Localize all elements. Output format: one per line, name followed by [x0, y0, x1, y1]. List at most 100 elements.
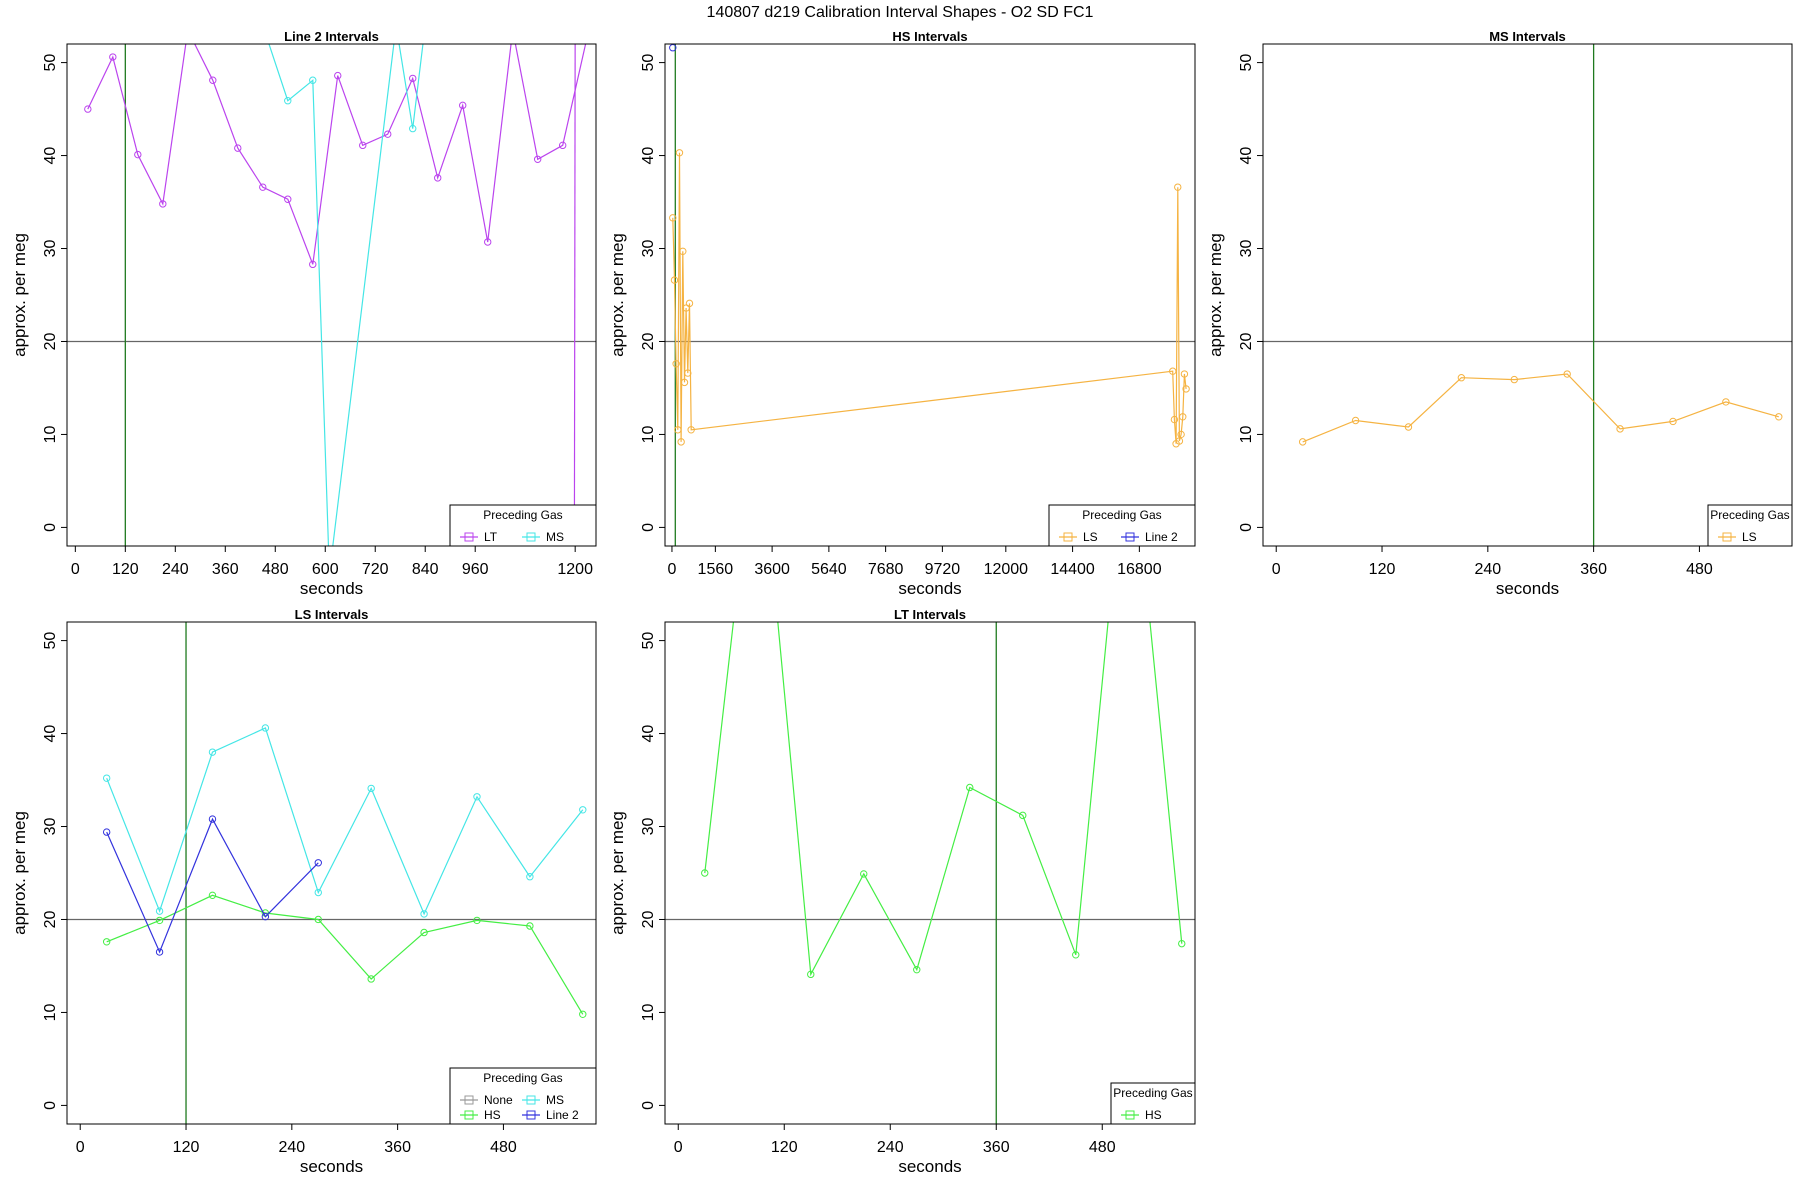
x-tick-label: 480	[1686, 561, 1713, 578]
x-tick-label: 480	[1089, 1139, 1116, 1156]
y-tick-label: 0	[42, 523, 59, 532]
x-tick-label: 7680	[868, 561, 904, 578]
x-tick-label: 1560	[698, 561, 734, 578]
point-ls	[1180, 370, 1189, 378]
point-ls	[677, 438, 685, 446]
x-tick-label: 600	[312, 561, 339, 578]
point-ls	[1669, 417, 1677, 426]
x-tick-label: 480	[262, 561, 289, 578]
point-hs	[807, 970, 815, 979]
x-axis-label: seconds	[898, 579, 961, 598]
x-tick-label: 720	[362, 561, 389, 578]
legend-swatch-marker	[464, 1095, 474, 1105]
legend: Preceding Gas LS	[1707, 504, 1793, 547]
legend-swatch-marker	[1125, 532, 1135, 542]
x-tick-label: 360	[212, 561, 239, 578]
x-tick-label: 960	[462, 561, 489, 578]
point-ms	[473, 793, 481, 801]
legend: Preceding Gas HS	[1110, 1082, 1196, 1125]
point-hs	[367, 975, 375, 983]
point-ls	[1563, 370, 1571, 378]
series-line-hs	[106, 894, 584, 1015]
x-axis-label: seconds	[300, 579, 363, 598]
y-tick-label: 40	[640, 725, 657, 743]
point-ls	[1510, 375, 1518, 384]
chart-title: Line 2 Intervals	[284, 29, 379, 44]
point-ms	[260, 22, 266, 28]
chart-line-2-intervals: Line 2 Intervals 0 120 240 360 480 600 720 840 96…	[10, 22, 597, 598]
legend: Preceding Gas LS Line 2	[1048, 504, 1196, 547]
legend-swatch-marker	[1722, 532, 1732, 542]
point-line-2	[669, 44, 677, 52]
legend-label-ms: MS	[546, 1093, 564, 1107]
point-ls	[670, 276, 679, 284]
legend: Preceding Gas LT MS	[449, 504, 597, 547]
point-ls	[1175, 437, 1184, 445]
point-lt	[584, 32, 590, 38]
point-hs	[1072, 951, 1080, 959]
y-axis-label: approx. per meg	[1206, 233, 1225, 357]
x-tick-label: 360	[1580, 561, 1607, 578]
point-hs	[579, 1010, 587, 1019]
y-tick-label: 0	[42, 1101, 59, 1110]
point-hs	[314, 915, 322, 924]
point-ls	[1179, 413, 1187, 421]
legend-title: Preceding Gas	[1710, 508, 1789, 522]
legend-swatch-marker	[526, 1095, 536, 1105]
plot-frame	[66, 621, 597, 1125]
series-line-ls	[672, 152, 1187, 444]
legend-title: Preceding Gas	[483, 508, 562, 522]
y-tick-label: 40	[1238, 147, 1255, 165]
point-lt	[309, 260, 317, 269]
x-axis-label: seconds	[898, 1157, 961, 1176]
point-hs	[155, 916, 164, 925]
point-lt	[459, 101, 467, 110]
point-ms	[526, 873, 534, 881]
y-tick-label: 30	[1238, 240, 1255, 258]
y-axis-label: approx. per meg	[10, 811, 29, 935]
point-lt	[533, 155, 542, 163]
point-ls	[1169, 367, 1177, 375]
point-lt	[409, 74, 417, 83]
chart-title: HS Intervals	[892, 29, 967, 44]
series-segment-lt	[573, 44, 576, 546]
point-line-2	[208, 815, 217, 823]
legend-label-ms: MS	[546, 530, 564, 544]
point-ms	[409, 124, 417, 133]
series-line-ms	[106, 727, 584, 916]
y-tick-label: 20	[42, 332, 59, 350]
chart-lt-intervals: LT Intervals 0 120 240 360 480 seconds 0 10 20 30 4…	[608, 405, 1196, 1176]
chart-hs-intervals: HS Intervals 0 1560 3600 5640 7680 9720 12000 14…	[608, 29, 1196, 598]
legend-swatch-marker	[526, 532, 536, 542]
chart-title: LS Intervals	[295, 607, 369, 622]
chart-ls-intervals: LS Intervals 0 120 240 360 480 seconds 0 10 20 30 4…	[10, 607, 597, 1176]
point-ls	[684, 369, 692, 377]
point-hs	[860, 870, 868, 878]
legend-label-hs: HS	[484, 1108, 501, 1122]
point-ms	[422, 22, 428, 28]
chart-title: LT Intervals	[894, 607, 966, 622]
point-hs	[102, 938, 111, 946]
point-hs	[755, 405, 761, 411]
point-lt	[209, 76, 217, 84]
point-ms	[208, 748, 217, 756]
series-line-ms	[268, 44, 424, 546]
point-lt	[384, 130, 392, 138]
y-tick-label: 10	[640, 425, 657, 443]
point-ms	[284, 97, 292, 105]
plot-area	[84, 22, 590, 546]
point-ls	[1404, 423, 1413, 431]
point-ls	[679, 247, 687, 256]
point-hs	[1178, 939, 1186, 948]
legend-title: Preceding Gas	[1082, 508, 1161, 522]
point-lt	[134, 150, 142, 159]
x-tick-label: 1200	[557, 561, 593, 578]
x-tick-label: 240	[1474, 561, 1501, 578]
point-ms	[393, 22, 399, 28]
x-tick-label: 840	[412, 561, 439, 578]
legend-label-ls: LS	[1742, 530, 1757, 544]
y-tick-label: 0	[640, 1101, 657, 1110]
x-tick-label: 240	[162, 561, 189, 578]
point-ms	[261, 724, 270, 732]
y-tick-label: 30	[42, 240, 59, 258]
